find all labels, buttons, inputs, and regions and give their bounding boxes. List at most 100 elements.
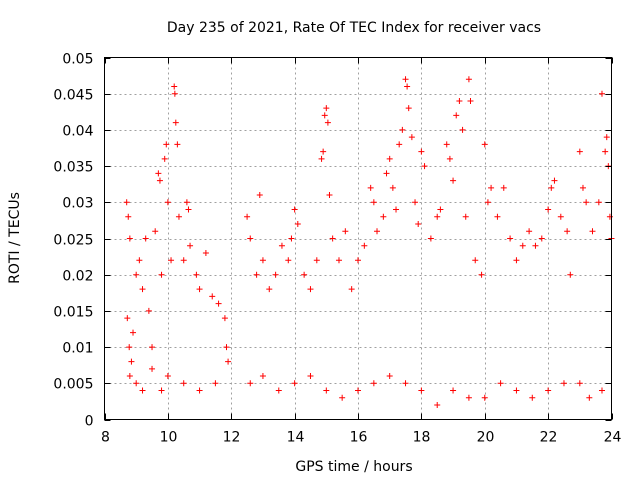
data-point — [225, 358, 232, 365]
data-point — [149, 365, 156, 372]
y-tick-label: 0.045 — [53, 88, 93, 104]
data-point — [589, 228, 596, 235]
data-point — [171, 83, 178, 90]
data-point — [519, 242, 526, 249]
data-point — [247, 380, 254, 387]
data-point — [484, 199, 491, 206]
data-point — [380, 213, 387, 220]
x-tick-label: 16 — [350, 430, 368, 446]
data-point — [602, 148, 609, 155]
data-point — [259, 257, 266, 264]
data-point — [329, 235, 336, 242]
chart-title: Day 235 of 2021, Rate Of TEC Index for r… — [167, 20, 541, 36]
y-tick-label: 0.03 — [62, 196, 93, 212]
y-tick-label: 0.01 — [62, 341, 93, 357]
data-point — [136, 257, 143, 264]
data-point — [126, 344, 133, 351]
data-point — [313, 257, 320, 264]
data-point — [339, 394, 346, 401]
data-point — [598, 90, 605, 97]
data-point — [383, 170, 390, 177]
data-point — [560, 380, 567, 387]
data-point — [427, 235, 434, 242]
data-point — [545, 206, 552, 213]
data-point — [481, 141, 488, 148]
x-axis-label: GPS time / hours — [295, 459, 412, 475]
tick-labels: 8 10 12 14 16 18 20 22 24 0 0.005 0.01 0.015 0.02 0.02… — [53, 52, 621, 446]
data-point — [174, 141, 181, 148]
x-tick-label: 8 — [101, 430, 110, 446]
data-point — [335, 257, 342, 264]
data-point — [386, 155, 393, 162]
data-point — [175, 213, 182, 220]
data-point — [285, 257, 292, 264]
data-point — [180, 257, 187, 264]
data-point — [465, 76, 472, 83]
y-tick-label: 0 — [85, 414, 94, 430]
y-tick-label: 0.04 — [62, 124, 93, 140]
data-point — [513, 257, 520, 264]
data-point — [412, 199, 419, 206]
x-tick-label: 20 — [477, 430, 495, 446]
data-point — [196, 286, 203, 293]
data-point — [124, 315, 131, 322]
data-point — [446, 155, 453, 162]
data-point — [434, 402, 441, 409]
data-point — [606, 213, 613, 220]
data-point — [402, 76, 409, 83]
data-point — [323, 105, 330, 112]
data-point — [389, 184, 396, 191]
data-point — [404, 83, 411, 90]
data-point — [145, 307, 152, 314]
data-point — [223, 344, 230, 351]
data-point — [291, 380, 298, 387]
data-point — [139, 387, 146, 394]
data-point — [500, 184, 507, 191]
data-point — [513, 387, 520, 394]
data-point — [557, 213, 564, 220]
data-point — [567, 271, 574, 278]
data-point — [278, 242, 285, 249]
data-point — [488, 184, 495, 191]
data-point — [212, 380, 219, 387]
data-point — [462, 213, 469, 220]
data-point — [532, 242, 539, 249]
data-point — [139, 286, 146, 293]
data-point — [443, 141, 450, 148]
data-point — [494, 213, 501, 220]
y-tick-label: 0.02 — [62, 269, 93, 285]
data-point — [183, 199, 190, 206]
data-point — [171, 90, 178, 97]
data-point — [595, 199, 602, 206]
data-point — [507, 235, 514, 242]
data-point — [307, 286, 314, 293]
data-point — [355, 387, 361, 394]
data-point — [209, 293, 216, 300]
data-point — [126, 373, 133, 380]
data-point — [374, 228, 381, 235]
data-point — [126, 235, 133, 242]
data-point — [529, 394, 536, 401]
data-point — [130, 329, 137, 336]
data-point — [133, 271, 140, 278]
data-point — [564, 228, 571, 235]
y-tick-label: 0.005 — [53, 377, 93, 393]
data-point — [326, 192, 333, 199]
data-point — [399, 126, 406, 133]
data-point — [481, 394, 488, 401]
data-point — [472, 257, 479, 264]
data-point — [583, 199, 590, 206]
data-point — [247, 235, 254, 242]
data-point — [158, 387, 165, 394]
data-point — [142, 235, 149, 242]
data-point — [221, 315, 228, 322]
y-tick-label: 0.015 — [53, 305, 93, 321]
data-point — [361, 242, 368, 249]
data-point — [215, 300, 222, 307]
data-point — [456, 97, 463, 104]
data-point — [598, 387, 605, 394]
data-point — [123, 199, 130, 206]
data-point — [202, 249, 209, 256]
data-point — [149, 344, 156, 351]
grid-lines — [104, 57, 612, 420]
